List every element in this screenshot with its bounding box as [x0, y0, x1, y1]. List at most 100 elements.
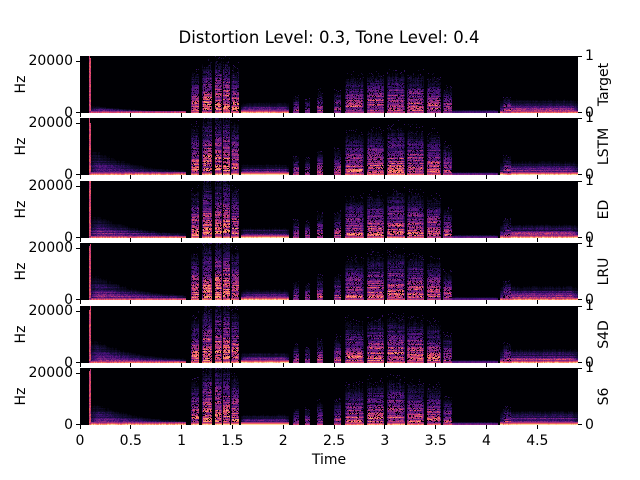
y-tick-label-20000: 20000	[28, 115, 73, 131]
y-tick-label-0: 0	[64, 166, 73, 183]
x-tick-mark	[130, 300, 132, 304]
x-tick-mark	[231, 238, 233, 242]
x-tick-mark	[79, 300, 81, 304]
x-tick-mark	[282, 175, 284, 179]
x-tick-mark	[181, 238, 183, 242]
right-tick-mark	[578, 56, 582, 57]
x-tick-mark	[231, 113, 233, 117]
x-tick-mark	[536, 175, 538, 179]
x-tick-mark	[384, 113, 386, 117]
right-tick-mark	[578, 237, 582, 238]
panel-label-s6: S6	[596, 387, 612, 406]
x-tick-mark	[181, 300, 183, 304]
x-tick-mark	[435, 238, 437, 242]
panel-label-lstm: LSTM	[596, 127, 612, 166]
y-tick-mark	[76, 61, 80, 62]
x-tick-mark	[282, 300, 284, 304]
right-tick-label-0: 0	[585, 416, 594, 433]
x-tick-mark	[435, 363, 437, 367]
y-tick-label-0: 0	[64, 416, 73, 433]
x-tick-label: 0.5	[119, 433, 142, 449]
x-tick-mark	[181, 363, 183, 367]
y-tick-mark	[76, 237, 80, 238]
x-tick-mark	[435, 300, 437, 304]
y-tick-mark	[76, 112, 80, 113]
right-tick-label-0: 0	[585, 166, 594, 183]
x-tick-mark	[384, 175, 386, 179]
x-tick-mark	[333, 300, 335, 304]
right-tick-mark	[578, 424, 582, 425]
y-tick-label-0: 0	[64, 229, 73, 246]
x-tick-mark	[130, 238, 132, 242]
x-tick-mark	[384, 425, 386, 429]
y-tick-label-20000: 20000	[28, 53, 73, 69]
x-tick-label: 1.5	[221, 433, 244, 449]
x-tick-label: 4	[482, 433, 491, 449]
x-tick-label: 3	[380, 433, 390, 449]
right-tick-label-0: 0	[585, 229, 594, 246]
y-tick-mark	[76, 248, 80, 249]
x-tick-label: 2	[278, 433, 288, 449]
right-tick-mark	[578, 368, 582, 369]
x-tick-mark	[130, 113, 132, 117]
x-tick-mark	[231, 175, 233, 179]
x-tick-mark	[536, 363, 538, 367]
x-tick-mark	[231, 363, 233, 367]
y-tick-label-20000: 20000	[28, 365, 73, 381]
x-tick-mark	[79, 425, 81, 429]
x-tick-mark	[333, 113, 335, 117]
right-tick-mark	[578, 299, 582, 300]
x-tick-mark	[181, 425, 183, 429]
y-tick-label-0: 0	[64, 354, 73, 371]
x-tick-mark	[486, 175, 488, 179]
right-tick-label-0: 0	[585, 354, 594, 371]
right-tick-mark	[578, 243, 582, 244]
spectrogram-target	[80, 56, 578, 113]
right-tick-label-1: 1	[585, 298, 594, 314]
x-tick-mark	[79, 238, 81, 242]
x-tick-mark	[181, 175, 183, 179]
x-tick-label: 3.5	[424, 433, 447, 449]
x-tick-mark	[181, 113, 183, 117]
x-tick-mark	[486, 425, 488, 429]
panel-label-ed: ED	[596, 199, 612, 220]
x-tick-label: 0	[75, 433, 85, 449]
spectrogram-ed	[80, 181, 578, 238]
x-tick-mark	[231, 300, 233, 304]
spectrogram-s6	[80, 368, 578, 425]
right-tick-label-1: 1	[585, 173, 594, 189]
spectrogram-s4d	[80, 306, 578, 363]
x-tick-mark	[282, 363, 284, 367]
chart-title: Distortion Level: 0.3, Tone Level: 0.4	[178, 28, 480, 47]
y-tick-mark	[76, 174, 80, 175]
x-tick-mark	[486, 300, 488, 304]
x-tick-label: 2.5	[322, 433, 346, 449]
x-tick-mark	[536, 113, 538, 117]
x-tick-mark	[130, 425, 132, 429]
x-tick-mark	[333, 175, 335, 179]
panel-label-lru: LRU	[596, 257, 612, 286]
x-tick-mark	[282, 113, 284, 117]
x-tick-mark	[536, 425, 538, 429]
right-tick-label-1: 1	[585, 110, 594, 126]
right-tick-label-1: 1	[585, 235, 594, 251]
right-tick-mark	[578, 306, 582, 307]
x-tick-mark	[486, 363, 488, 367]
y-tick-label-20000: 20000	[28, 178, 73, 194]
x-tick-mark	[486, 238, 488, 242]
x-tick-mark	[333, 363, 335, 367]
panel-label-target: Target	[596, 62, 612, 107]
y-tick-mark	[76, 299, 80, 300]
x-tick-mark	[384, 300, 386, 304]
x-tick-mark	[282, 238, 284, 242]
y-tick-mark	[76, 186, 80, 187]
x-tick-mark	[231, 425, 233, 429]
x-tick-mark	[130, 363, 132, 367]
y-tick-label-20000: 20000	[28, 303, 73, 319]
y-tick-mark	[76, 424, 80, 425]
right-tick-mark	[578, 174, 582, 175]
y-tick-label-0: 0	[64, 104, 73, 121]
spectrogram-lru	[80, 243, 578, 300]
x-tick-label: 1	[177, 433, 187, 449]
